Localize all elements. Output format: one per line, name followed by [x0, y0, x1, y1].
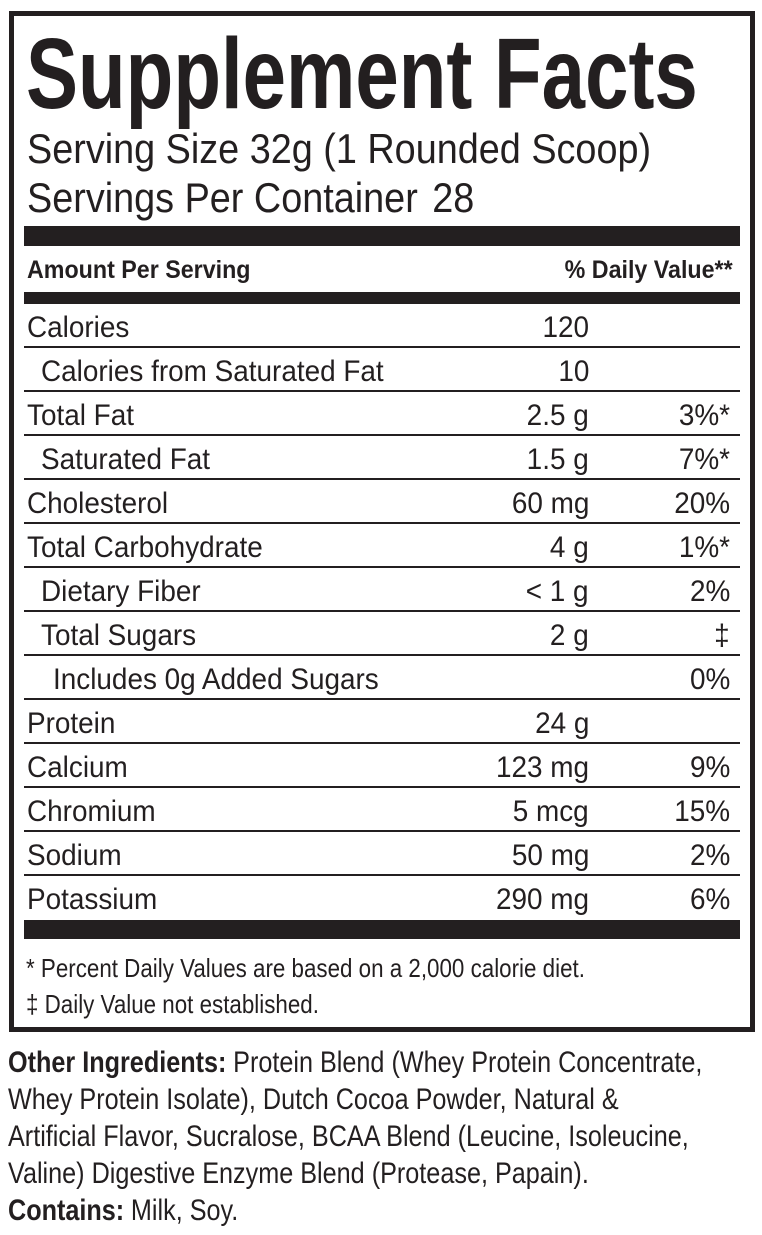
other-ingredients-section: Other Ingredients: Protein Blend (Whey Pr… — [8, 1044, 762, 1229]
nutrient-row-calories-from-saturated-fat: Calories from Saturated Fat 10 — [24, 348, 740, 392]
footnote-daily-value-not-established: ‡ Daily Value not established. — [26, 989, 319, 1019]
nutrient-daily-value: 9% — [689, 751, 730, 784]
nutrient-row-potassium: Potassium 290 mg 6% — [24, 876, 740, 920]
servings-per-container-label: Servings Per Container — [27, 174, 418, 221]
nutrient-daily-value: 1%* — [678, 531, 730, 564]
nutrient-row-saturated-fat: Saturated Fat 1.5 g 7%* — [24, 436, 740, 480]
nutrient-daily-value: ‡ — [714, 619, 730, 652]
contains-text: Milk, Soy. — [130, 1194, 239, 1227]
nutrient-row-calories: Calories 120 — [24, 304, 740, 348]
nutrient-amount: 4 g — [550, 531, 589, 564]
nutrient-amount: 10 — [557, 355, 589, 388]
nutrient-name: Calories from Saturated Fat — [41, 355, 384, 388]
ingredients-text: Valine) Digestive Enzyme Blend (Protease… — [8, 1157, 589, 1190]
nutrient-daily-value: 3%* — [678, 399, 730, 432]
nutrient-daily-value: 20% — [674, 487, 730, 520]
nutrient-daily-value: 7%* — [678, 443, 730, 476]
servings-per-container-value: 28 — [432, 174, 475, 221]
supplement-facts-panel: Supplement Facts Serving Size 32g (1 Rou… — [9, 11, 755, 1032]
ingredients-text: Artificial Flavor, Sucralose, BCAA Blend… — [8, 1120, 689, 1153]
nutrient-name: Cholesterol — [27, 487, 169, 520]
ingredients-text: Whey Protein Isolate), Dutch Cocoa Powde… — [8, 1083, 619, 1116]
nutrient-daily-value: 15% — [674, 795, 730, 828]
nutrient-row-protein: Protein 24 g — [24, 700, 740, 744]
other-ingredients-label: Other Ingredients: — [8, 1046, 227, 1079]
nutrient-daily-value: 2% — [689, 575, 730, 608]
nutrient-amount: 290 mg — [495, 883, 589, 916]
nutrient-name: Protein — [27, 707, 116, 740]
panel-title: Supplement Facts — [26, 18, 698, 130]
nutrient-daily-value: 2% — [689, 839, 730, 872]
divider-bar-thick-bottom — [24, 920, 740, 939]
nutrient-amount: 24 g — [534, 707, 589, 740]
nutrient-row-chromium: Chromium 5 mcg 15% — [24, 788, 740, 832]
nutrient-daily-value: 0% — [689, 663, 730, 696]
nutrient-name: Chromium — [27, 795, 156, 828]
serving-size-line: Serving Size 32g (1 Rounded Scoop) — [27, 124, 740, 173]
nutrient-name: Total Carbohydrate — [27, 531, 263, 564]
nutrient-amount: 2.5 g — [526, 399, 589, 432]
column-header-row: Amount Per Serving % Daily Value** — [24, 246, 740, 292]
nutrient-row-added-sugars: Includes 0g Added Sugars 0% — [24, 656, 740, 700]
nutrient-name: Includes 0g Added Sugars — [53, 663, 379, 696]
ingredients-line-2: Whey Protein Isolate), Dutch Cocoa Powde… — [8, 1081, 762, 1118]
ingredients-text: Protein Blend (Whey Protein Concentrate, — [233, 1046, 703, 1079]
servings-per-container-group: Servings Per Container 28 — [27, 173, 474, 222]
ingredients-line-3: Artificial Flavor, Sucralose, BCAA Blend… — [8, 1118, 762, 1155]
contains-line: Contains: Milk, Soy. — [8, 1192, 762, 1229]
footnote-percent-daily-values: * Percent Daily Values are based on a 2,… — [26, 953, 585, 983]
nutrient-name: Calcium — [27, 751, 128, 784]
nutrient-name: Calories — [27, 311, 130, 344]
nutrient-name: Total Sugars — [41, 619, 197, 652]
divider-bar-medium — [24, 292, 740, 304]
nutrient-row-total-sugars: Total Sugars 2 g ‡ — [24, 612, 740, 656]
nutrient-amount: 5 mcg — [513, 795, 589, 828]
nutrient-daily-value: 6% — [689, 883, 730, 916]
daily-value-header: % Daily Value** — [564, 256, 733, 284]
nutrient-amount: 120 — [542, 311, 589, 344]
divider-bar-thick-top — [24, 226, 740, 246]
panel-title-line: Supplement Facts — [26, 24, 740, 124]
nutrient-row-total-fat: Total Fat 2.5 g 3%* — [24, 392, 740, 436]
nutrient-amount: 123 mg — [495, 751, 589, 784]
ingredients-line-4: Valine) Digestive Enzyme Blend (Protease… — [8, 1155, 762, 1192]
serving-size-text: Serving Size 32g (1 Rounded Scoop) — [27, 125, 652, 172]
daily-value-header-cell: % Daily Value** — [552, 246, 733, 294]
nutrient-table: Calories 120 Calories from Saturated Fat… — [24, 304, 740, 920]
contains-label: Contains: — [8, 1194, 125, 1227]
nutrient-name: Potassium — [27, 883, 158, 916]
nutrient-name: Sodium — [27, 839, 122, 872]
servings-per-container-line: Servings Per Container 28 — [27, 173, 740, 222]
nutrient-amount: 60 mg — [511, 487, 589, 520]
nutrient-amount: < 1 g — [526, 575, 589, 608]
nutrient-row-dietary-fiber: Dietary Fiber < 1 g 2% — [24, 568, 740, 612]
nutrient-row-total-carbohydrate: Total Carbohydrate 4 g 1%* — [24, 524, 740, 568]
nutrient-amount: 1.5 g — [526, 443, 589, 476]
nutrient-row-sodium: Sodium 50 mg 2% — [24, 832, 740, 876]
amount-per-serving-header: Amount Per Serving — [27, 256, 251, 284]
ingredients-line-1: Other Ingredients: Protein Blend (Whey Pr… — [8, 1044, 762, 1081]
nutrient-row-cholesterol: Cholesterol 60 mg 20% — [24, 480, 740, 524]
nutrient-name: Saturated Fat — [41, 443, 211, 476]
nutrient-amount: 50 mg — [511, 839, 589, 872]
nutrient-row-calcium: Calcium 123 mg 9% — [24, 744, 740, 788]
nutrient-amount: 2 g — [550, 619, 589, 652]
nutrient-name: Dietary Fiber — [41, 575, 201, 608]
nutrient-name: Total Fat — [27, 399, 135, 432]
